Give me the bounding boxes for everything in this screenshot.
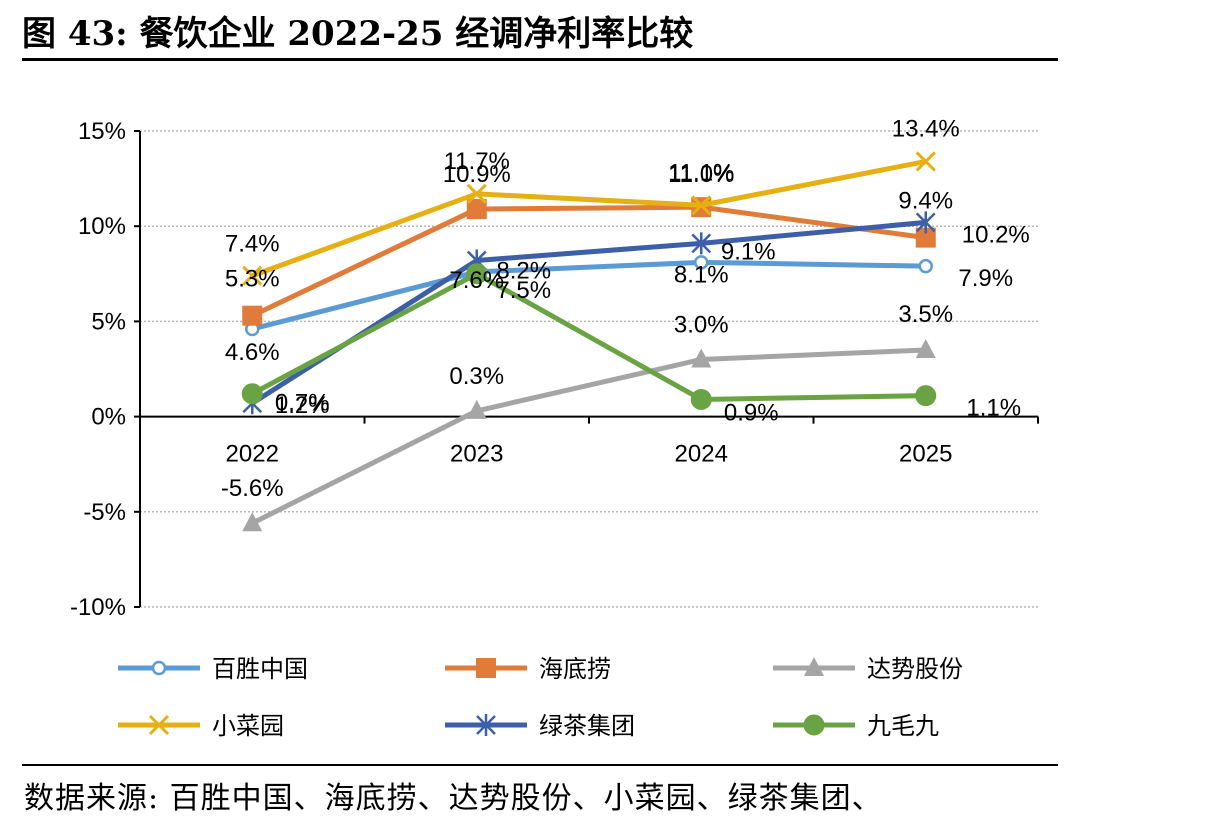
data-point (466, 399, 487, 419)
data-label: 11.0% (668, 161, 734, 188)
data-label: 1.2% (275, 392, 330, 419)
data-label: 0.3% (449, 363, 504, 390)
data-label: 7.9% (958, 265, 1013, 292)
data-label: 0.9% (724, 399, 779, 426)
data-point (694, 255, 709, 270)
legend-label: 百胜中国 (212, 655, 308, 683)
series-line (250, 219, 926, 406)
y-tick-label: 10% (78, 213, 126, 240)
legend-item-1: 海底捞 (445, 655, 611, 683)
series-line (251, 159, 927, 279)
data-point (691, 195, 712, 216)
legend-marker (804, 657, 824, 676)
data-point (242, 512, 263, 532)
series-2 (242, 338, 936, 532)
legend-label: 小菜园 (212, 712, 284, 740)
data-point (918, 258, 933, 274)
chart-title: 图 43: 餐饮企业 2022-25 经调净利率比较 (22, 14, 694, 54)
data-label: 8.2% (496, 257, 551, 284)
data-point (242, 265, 263, 286)
legend-marker (151, 660, 167, 676)
y-tick-label: 15% (78, 118, 126, 145)
data-point (915, 338, 936, 358)
source-note: 数据来源: 百胜中国、海底捞、达势股份、小菜园、绿茶集团、 (24, 781, 883, 816)
data-point (915, 151, 936, 172)
data-point (241, 383, 263, 405)
data-label: 9.4% (898, 188, 953, 215)
data-point (915, 385, 937, 407)
data-label: 5.3% (225, 266, 280, 293)
data-label: 13.4% (892, 115, 960, 142)
y-tick-label: 5% (91, 308, 126, 335)
data-label: 11.7% (444, 148, 510, 175)
data-point (915, 227, 936, 248)
legend-label: 达势股份 (867, 655, 963, 683)
data-point (691, 348, 712, 368)
data-point (915, 211, 936, 234)
series-line (251, 347, 926, 526)
legend-item-3: 小菜园 (118, 712, 284, 740)
data-label: 11.1% (668, 159, 734, 186)
data-label: 7.4% (225, 231, 280, 258)
marker-stroke (691, 195, 712, 216)
data-label: 3.0% (674, 311, 729, 338)
marker-stroke (915, 151, 936, 172)
data-label: 3.5% (898, 301, 953, 328)
legend-item-4: 绿茶集团 (445, 712, 635, 740)
data-label: 1.1% (966, 395, 1021, 422)
series-line (251, 259, 926, 332)
series-line (251, 204, 927, 318)
data-label: 0.7% (275, 389, 330, 416)
legend-marker (476, 714, 496, 736)
series-3 (242, 151, 936, 286)
legend-item-5: 九毛九 (773, 712, 939, 740)
x-tick-label: 2023 (450, 441, 503, 468)
data-label: 9.1% (721, 238, 776, 265)
data-label: 7.5% (496, 277, 551, 304)
legend-label: 九毛九 (867, 712, 939, 740)
series-5 (241, 263, 937, 410)
data-point (466, 199, 487, 220)
data-label: 8.1% (674, 261, 729, 288)
x-tick-label: 2024 (675, 441, 728, 468)
legend-marker (476, 658, 496, 678)
legend-label: 海底捞 (539, 655, 611, 683)
data-label: -5.6% (221, 475, 284, 502)
data-label: 10.9% (443, 161, 511, 188)
legend-item-2: 达势股份 (773, 655, 963, 683)
legend-marker (148, 714, 170, 736)
legend-item-0: 百胜中国 (118, 655, 308, 683)
legend-label: 绿茶集团 (539, 712, 635, 740)
y-tick-label: -5% (83, 499, 126, 526)
data-point (690, 388, 712, 410)
series-line (251, 271, 926, 402)
data-point (466, 183, 487, 204)
data-label: 7.6% (449, 267, 504, 294)
data-point (242, 305, 263, 326)
data-point (466, 263, 488, 285)
y-tick-label: -10% (70, 594, 126, 621)
data-label: 4.6% (225, 339, 280, 366)
data-point (691, 232, 712, 255)
x-tick-label: 2022 (226, 441, 279, 468)
marker-stroke (466, 183, 487, 204)
title-divider (22, 58, 1058, 61)
marker-stroke (242, 265, 263, 286)
x-tick-label: 2025 (899, 441, 952, 468)
data-label: 10.2% (962, 221, 1030, 248)
legend-marker (803, 714, 825, 736)
footer-divider (22, 764, 1058, 766)
y-tick-label: 0% (91, 404, 126, 431)
marker-stroke (148, 714, 170, 736)
